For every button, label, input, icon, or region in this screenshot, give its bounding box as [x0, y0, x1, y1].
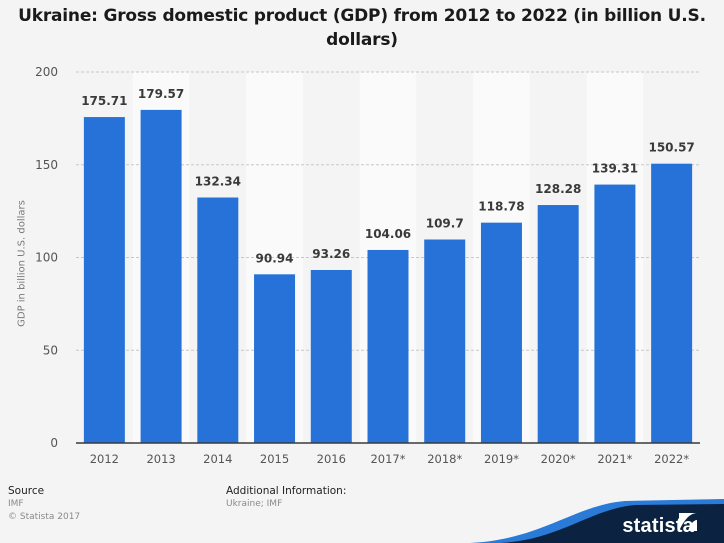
copyright: © Statista 2017	[8, 512, 81, 522]
bar	[83, 117, 125, 443]
x-tick-label: 2021*	[597, 452, 632, 466]
y-tick-label: 200	[35, 65, 58, 79]
bar	[367, 249, 409, 443]
chart-title-line-2: dollars)	[326, 30, 398, 50]
x-tick-label: 2020*	[541, 452, 576, 466]
value-label: 93.26	[312, 247, 350, 261]
y-axis-ticks: 0 50 100 150 200	[35, 65, 58, 450]
bar	[651, 163, 693, 443]
value-label: 150.57	[648, 141, 694, 155]
x-axis-ticks: 2012 2013 2014 2015 2016 2017* 2018* 2019* 2020*…	[90, 452, 690, 466]
value-label: 109.7	[426, 217, 464, 231]
y-axis-label: GDP in billion U.S. dollars	[16, 200, 28, 327]
additional-info-heading: Additional Information:	[226, 485, 347, 497]
bar	[197, 197, 239, 443]
value-label: 139.31	[592, 162, 638, 176]
x-tick-label: 2022*	[654, 452, 689, 466]
value-label: 128.28	[535, 182, 581, 196]
x-tick-label: 2013	[146, 452, 175, 466]
chart-title: Ukraine: Gross domestic product (GDP) fr…	[0, 4, 724, 52]
source-heading: Source	[8, 485, 45, 497]
chart-title-line-1: Ukraine: Gross domestic product (GDP) fr…	[18, 6, 706, 26]
source-value[interactable]: IMF	[8, 499, 24, 509]
statista-logo-text[interactable]: statista	[622, 515, 694, 537]
value-label: 90.94	[256, 251, 294, 265]
x-tick-label: 2017*	[370, 452, 405, 466]
bar	[424, 239, 466, 443]
statista-logo-icon	[679, 513, 697, 531]
y-tick-label: 0	[50, 436, 58, 450]
x-tick-label: 2018*	[427, 452, 462, 466]
value-label: 132.34	[195, 175, 241, 189]
y-tick-label: 50	[43, 343, 58, 357]
x-tick-label: 2019*	[484, 452, 519, 466]
bar	[594, 184, 636, 443]
value-label: 118.78	[478, 200, 524, 214]
bars	[83, 109, 693, 444]
bar	[140, 109, 182, 444]
x-tick-label: 2015	[260, 452, 289, 466]
value-label: 179.57	[138, 87, 184, 101]
additional-info-value: Ukraine; IMF	[226, 499, 283, 509]
x-tick-label: 2016	[317, 452, 346, 466]
bar	[254, 274, 296, 443]
value-label: 104.06	[365, 227, 411, 241]
value-labels: 175.71 179.57 132.34 90.94 93.26 104.06 109.7 1…	[81, 87, 695, 265]
bar	[310, 270, 352, 443]
y-tick-label: 150	[35, 158, 58, 172]
bar	[480, 222, 522, 443]
y-tick-label: 100	[35, 251, 58, 265]
x-tick-label: 2014	[203, 452, 232, 466]
footer-additional-info: Additional Information: Ukraine; IMF	[226, 485, 346, 511]
footer-source: Source IMF © Statista 2017	[8, 485, 80, 524]
x-tick-label: 2012	[90, 452, 119, 466]
footer-swoosh-dark	[500, 504, 724, 543]
bar	[537, 205, 579, 443]
value-label: 175.71	[81, 94, 127, 108]
